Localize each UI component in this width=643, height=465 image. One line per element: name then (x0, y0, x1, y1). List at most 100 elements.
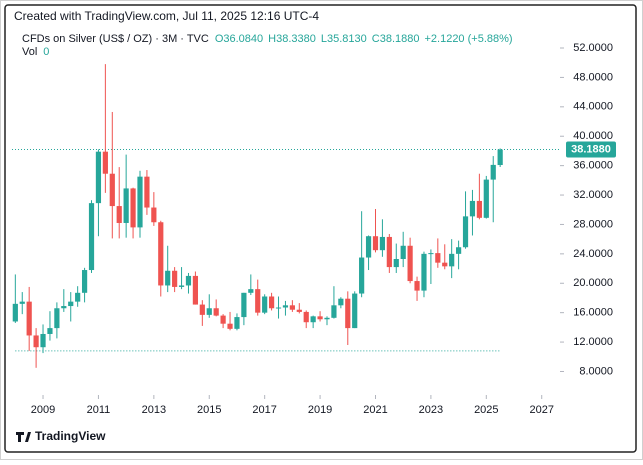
candle-body (185, 275, 192, 286)
candle-body (414, 281, 420, 291)
candle-body (137, 176, 143, 228)
candle-body (158, 222, 164, 286)
candle-body (379, 236, 386, 251)
y-tick-label: 20.0000 (573, 277, 613, 289)
x-tick-label: 2013 (142, 404, 166, 416)
logo: TradingView (16, 429, 106, 443)
candle-body (75, 292, 81, 302)
created-note: Created with TradingView.com, Jul 11, 20… (14, 9, 319, 23)
candle-body (331, 305, 337, 318)
candle-body (123, 188, 129, 223)
candle-body (172, 270, 178, 287)
candle-body (130, 188, 136, 228)
last-price-box (566, 141, 616, 158)
candle-body (19, 301, 25, 304)
x-tick-label: 2021 (363, 404, 387, 416)
logo-icon (16, 432, 31, 442)
y-tick-label: 40.0000 (573, 130, 613, 142)
candle-body (40, 333, 46, 348)
candle-body (227, 323, 233, 329)
candle-body (345, 298, 351, 329)
candle-body (268, 296, 275, 309)
candle-body (144, 176, 150, 208)
candle-body (483, 179, 489, 218)
candle-body (12, 303, 18, 322)
candle-body (490, 164, 496, 180)
candle-body (248, 289, 254, 293)
candle-body (456, 247, 462, 254)
candle-body (213, 308, 219, 316)
y-tick-label: 52.0000 (573, 42, 613, 54)
change: +2.1220 (+5.88%) (424, 33, 512, 45)
candle-body (255, 289, 261, 313)
candle-body (317, 316, 323, 320)
candle-body (54, 308, 60, 329)
x-tick-label: 2011 (87, 404, 111, 416)
candle-body (365, 236, 372, 258)
candle-body (449, 253, 455, 267)
x-tick-label: 2015 (197, 404, 221, 416)
candle-body (303, 311, 309, 323)
candle-body (206, 308, 212, 315)
y-tick-label: 24.0000 (573, 248, 613, 260)
candle-body (192, 275, 199, 305)
ohlc-value: O36.0840 (215, 33, 263, 45)
candle-body (338, 298, 344, 306)
candle-body (241, 292, 247, 318)
candle-body (33, 335, 39, 348)
brand: TradingView (35, 429, 106, 443)
x-tick-label: 2019 (308, 404, 332, 416)
last-price-label: 38.1880 (571, 143, 611, 155)
candle-body (88, 203, 95, 271)
y-tick-label: 36.0000 (573, 160, 613, 172)
x-tick-label: 2017 (252, 404, 276, 416)
y-tick-label: 12.0000 (573, 336, 613, 348)
x-tick-label: 2023 (419, 404, 443, 416)
candle-body (352, 293, 358, 329)
candle-body (462, 216, 469, 248)
candle-body (61, 306, 67, 309)
ohlc-value: L35.8130 (321, 33, 367, 45)
x-tick-label: 2027 (529, 404, 553, 416)
candle-body (95, 151, 102, 204)
y-tick-label: 16.0000 (573, 307, 613, 319)
candle-body (234, 317, 240, 329)
candle-body (359, 257, 365, 294)
candle-body (275, 307, 282, 309)
candle-body (262, 296, 268, 313)
candle-body (324, 317, 330, 320)
candle-body (199, 304, 205, 315)
candle-body (442, 262, 448, 267)
candle-body (289, 305, 295, 310)
candle-body (109, 173, 115, 207)
volume-value: 0 (43, 46, 49, 58)
y-tick-label: 28.0000 (573, 218, 613, 230)
candle-body (428, 253, 434, 255)
x-tick-label: 2025 (474, 404, 498, 416)
candle-body (26, 301, 32, 336)
candle-body (372, 236, 379, 251)
candle-body (497, 149, 503, 166)
candle-body (476, 200, 482, 218)
candle-body (310, 316, 316, 323)
symbol: CFDs on Silver (US$ / OZ) · 3M · TVC (22, 33, 209, 45)
y-tick-label: 8.0000 (579, 365, 613, 377)
candle-body (47, 328, 53, 334)
candle-body (435, 253, 441, 263)
candle-body (102, 151, 108, 174)
candle-body (151, 207, 157, 223)
volume-label: Vol (22, 46, 37, 58)
ohlc-value: H38.3380 (268, 33, 316, 45)
candle-body (393, 258, 399, 268)
candle-body (68, 301, 74, 307)
x-tick-label: 2009 (31, 404, 55, 416)
frame (4, 4, 637, 453)
y-tick-label: 44.0000 (573, 101, 613, 113)
ohlc-value: C38.1880 (372, 33, 420, 45)
candle-body (469, 200, 476, 217)
legend: CFDs on Silver (US$ / OZ) · 3M · TVC Vol… (22, 33, 513, 58)
y-tick-label: 32.0000 (573, 189, 613, 201)
candle-body (296, 309, 302, 312)
candle-body (178, 285, 185, 287)
